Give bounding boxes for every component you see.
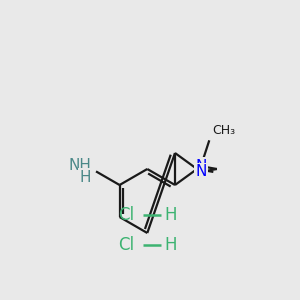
Text: H: H <box>80 170 91 185</box>
Text: H: H <box>164 236 176 254</box>
Text: Cl: Cl <box>118 236 134 254</box>
Text: CH₃: CH₃ <box>212 124 236 137</box>
Text: Cl: Cl <box>118 206 134 224</box>
Text: H: H <box>164 206 176 224</box>
Text: N: N <box>195 164 207 179</box>
Text: N: N <box>195 159 207 174</box>
Text: NH: NH <box>68 158 91 173</box>
